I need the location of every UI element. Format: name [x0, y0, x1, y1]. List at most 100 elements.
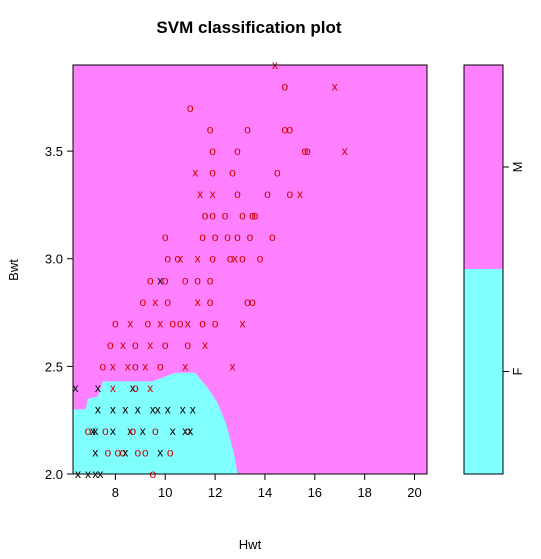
- circle-point-32: o: [224, 230, 231, 244]
- y-axis: 2.0 2.5 3.0 3.5: [45, 144, 73, 482]
- circle-point-65: o: [199, 316, 206, 330]
- y-axis-label: Bwt: [6, 259, 21, 281]
- circle-point-30: o: [199, 230, 206, 244]
- cross-point-93: x: [150, 402, 156, 416]
- legend-label-M: M: [510, 162, 525, 173]
- circle-point-75: o: [100, 359, 107, 373]
- circle-point-44: o: [257, 252, 264, 266]
- legend-frame: [463, 64, 504, 475]
- cross-point-90: x: [110, 402, 116, 416]
- circle-point-47: o: [162, 273, 169, 287]
- circle-point-7: o: [287, 123, 294, 137]
- x-tick-label-5: 18: [357, 485, 371, 500]
- cross-point-102: x: [110, 424, 116, 438]
- x-tick-label-3: 14: [258, 485, 272, 500]
- y-tick-label-1: 2.5: [45, 359, 63, 374]
- cross-point-82: x: [230, 359, 236, 373]
- cross-point-79: x: [142, 359, 148, 373]
- circle-point-41: o: [227, 252, 234, 266]
- circle-point-78: o: [132, 359, 139, 373]
- circle-point-56: o: [249, 295, 256, 309]
- circle-point-112: o: [105, 446, 112, 460]
- y-tick-label-0: 2.0: [45, 467, 63, 482]
- class-legend: MF: [463, 64, 525, 475]
- circle-point-70: o: [132, 338, 139, 352]
- cross-point-84: x: [95, 381, 101, 395]
- circle-point-35: o: [269, 230, 276, 244]
- circle-point-20: o: [264, 187, 271, 201]
- cross-point-38: x: [177, 252, 183, 266]
- circle-point-10: o: [301, 144, 308, 158]
- cross-point-77: x: [125, 359, 131, 373]
- circle-point-34: o: [247, 230, 254, 244]
- cross-point-105: x: [140, 424, 146, 438]
- circle-point-29: o: [162, 230, 169, 244]
- cross-point-111: x: [92, 446, 98, 460]
- x-tick-label-0: 8: [112, 485, 119, 500]
- circle-point-45: o: [147, 273, 154, 287]
- circle-point-25: o: [222, 209, 229, 223]
- cross-point-91: x: [122, 402, 128, 416]
- circle-point-60: o: [144, 316, 151, 330]
- circle-point-24: o: [209, 209, 216, 223]
- cross-point-86: x: [130, 381, 136, 395]
- circle-point-31: o: [212, 230, 219, 244]
- circle-point-98: o: [85, 424, 92, 438]
- circle-point-8: o: [209, 144, 216, 158]
- circle-point-6: o: [282, 123, 289, 137]
- circle-point-14: o: [209, 166, 216, 180]
- circle-point-1: o: [282, 80, 289, 94]
- circle-point-87: o: [132, 381, 139, 395]
- circle-point-3: o: [187, 101, 194, 115]
- circle-point-58: o: [112, 316, 119, 330]
- circle-point-4: o: [207, 123, 214, 137]
- cross-point-81: x: [182, 359, 188, 373]
- cross-point-53: x: [195, 295, 201, 309]
- cross-point-76: x: [110, 359, 116, 373]
- circle-point-16: o: [274, 166, 281, 180]
- circle-point-66: o: [212, 316, 219, 330]
- circle-point-33: o: [234, 230, 241, 244]
- circle-point-55: o: [244, 295, 251, 309]
- plot-area: xo xoo o ooo o oo xx o o ox x o o o xo o o o ooo o o o o o oo ox x…: [72, 58, 428, 481]
- x-tick-label-6: 20: [407, 485, 421, 500]
- circle-point-52: o: [164, 295, 171, 309]
- circle-point-49: o: [194, 273, 201, 287]
- cross-point-22: x: [297, 187, 303, 201]
- circle-point-109: o: [184, 424, 191, 438]
- circle-point-9: o: [234, 144, 241, 158]
- circle-point-26: o: [239, 209, 246, 223]
- cross-point-71: x: [147, 338, 153, 352]
- circle-point-106: o: [152, 424, 159, 438]
- x-tick-label-1: 10: [158, 485, 172, 500]
- circle-point-50: o: [207, 273, 214, 287]
- cross-point-13: x: [192, 166, 198, 180]
- circle-point-37: o: [174, 252, 181, 266]
- circle-point-5: o: [244, 123, 251, 137]
- cross-point-69: x: [120, 338, 126, 352]
- cross-point-100: x: [92, 424, 98, 438]
- legend-swatch-M: [464, 65, 503, 269]
- circle-point-36: o: [164, 252, 171, 266]
- cross-point-88: x: [147, 381, 153, 395]
- circle-point-80: o: [157, 359, 164, 373]
- cross-point-61: x: [157, 316, 163, 330]
- x-tick-label-2: 12: [208, 485, 222, 500]
- cross-point-18: x: [210, 187, 216, 201]
- cross-point-74: x: [202, 338, 208, 352]
- cross-point-17: x: [197, 187, 203, 201]
- circle-point-101: o: [102, 424, 109, 438]
- cross-point-99: x: [90, 424, 96, 438]
- circle-point-116: o: [134, 446, 141, 460]
- circle-point-57: o: [139, 295, 146, 309]
- chart-title: SVM classification plot: [156, 18, 341, 37]
- cross-point-97: x: [190, 402, 196, 416]
- legend-label-F: F: [510, 367, 525, 375]
- circle-point-43: o: [239, 252, 246, 266]
- cross-point-83: x: [73, 381, 79, 395]
- f-class-region: [73, 372, 238, 474]
- circle-point-27: o: [249, 209, 256, 223]
- circle-point-15: o: [229, 166, 236, 180]
- cross-point-42: x: [232, 252, 238, 266]
- y-tick-label-2: 3.0: [45, 252, 63, 267]
